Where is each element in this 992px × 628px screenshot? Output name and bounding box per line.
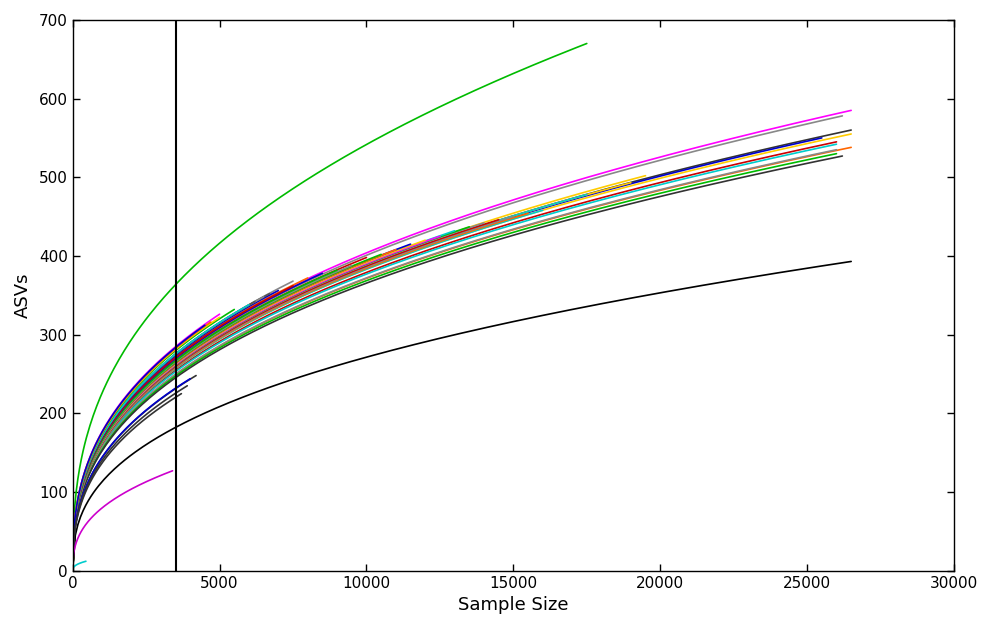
X-axis label: Sample Size: Sample Size	[458, 596, 568, 614]
Y-axis label: ASVs: ASVs	[14, 273, 32, 318]
